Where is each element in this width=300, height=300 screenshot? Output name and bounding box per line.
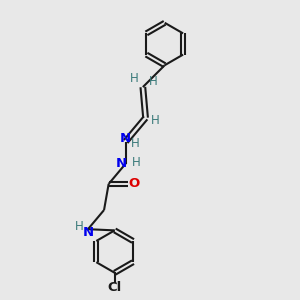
Text: H: H (151, 114, 159, 127)
Text: H: H (132, 156, 140, 169)
Text: H: H (131, 136, 140, 149)
Text: N: N (82, 226, 94, 238)
Text: H: H (75, 220, 84, 233)
Text: H: H (130, 72, 138, 85)
Text: O: O (129, 177, 140, 190)
Text: H: H (149, 75, 158, 88)
Text: Cl: Cl (107, 281, 122, 294)
Text: N: N (116, 157, 127, 170)
Text: N: N (120, 131, 131, 145)
